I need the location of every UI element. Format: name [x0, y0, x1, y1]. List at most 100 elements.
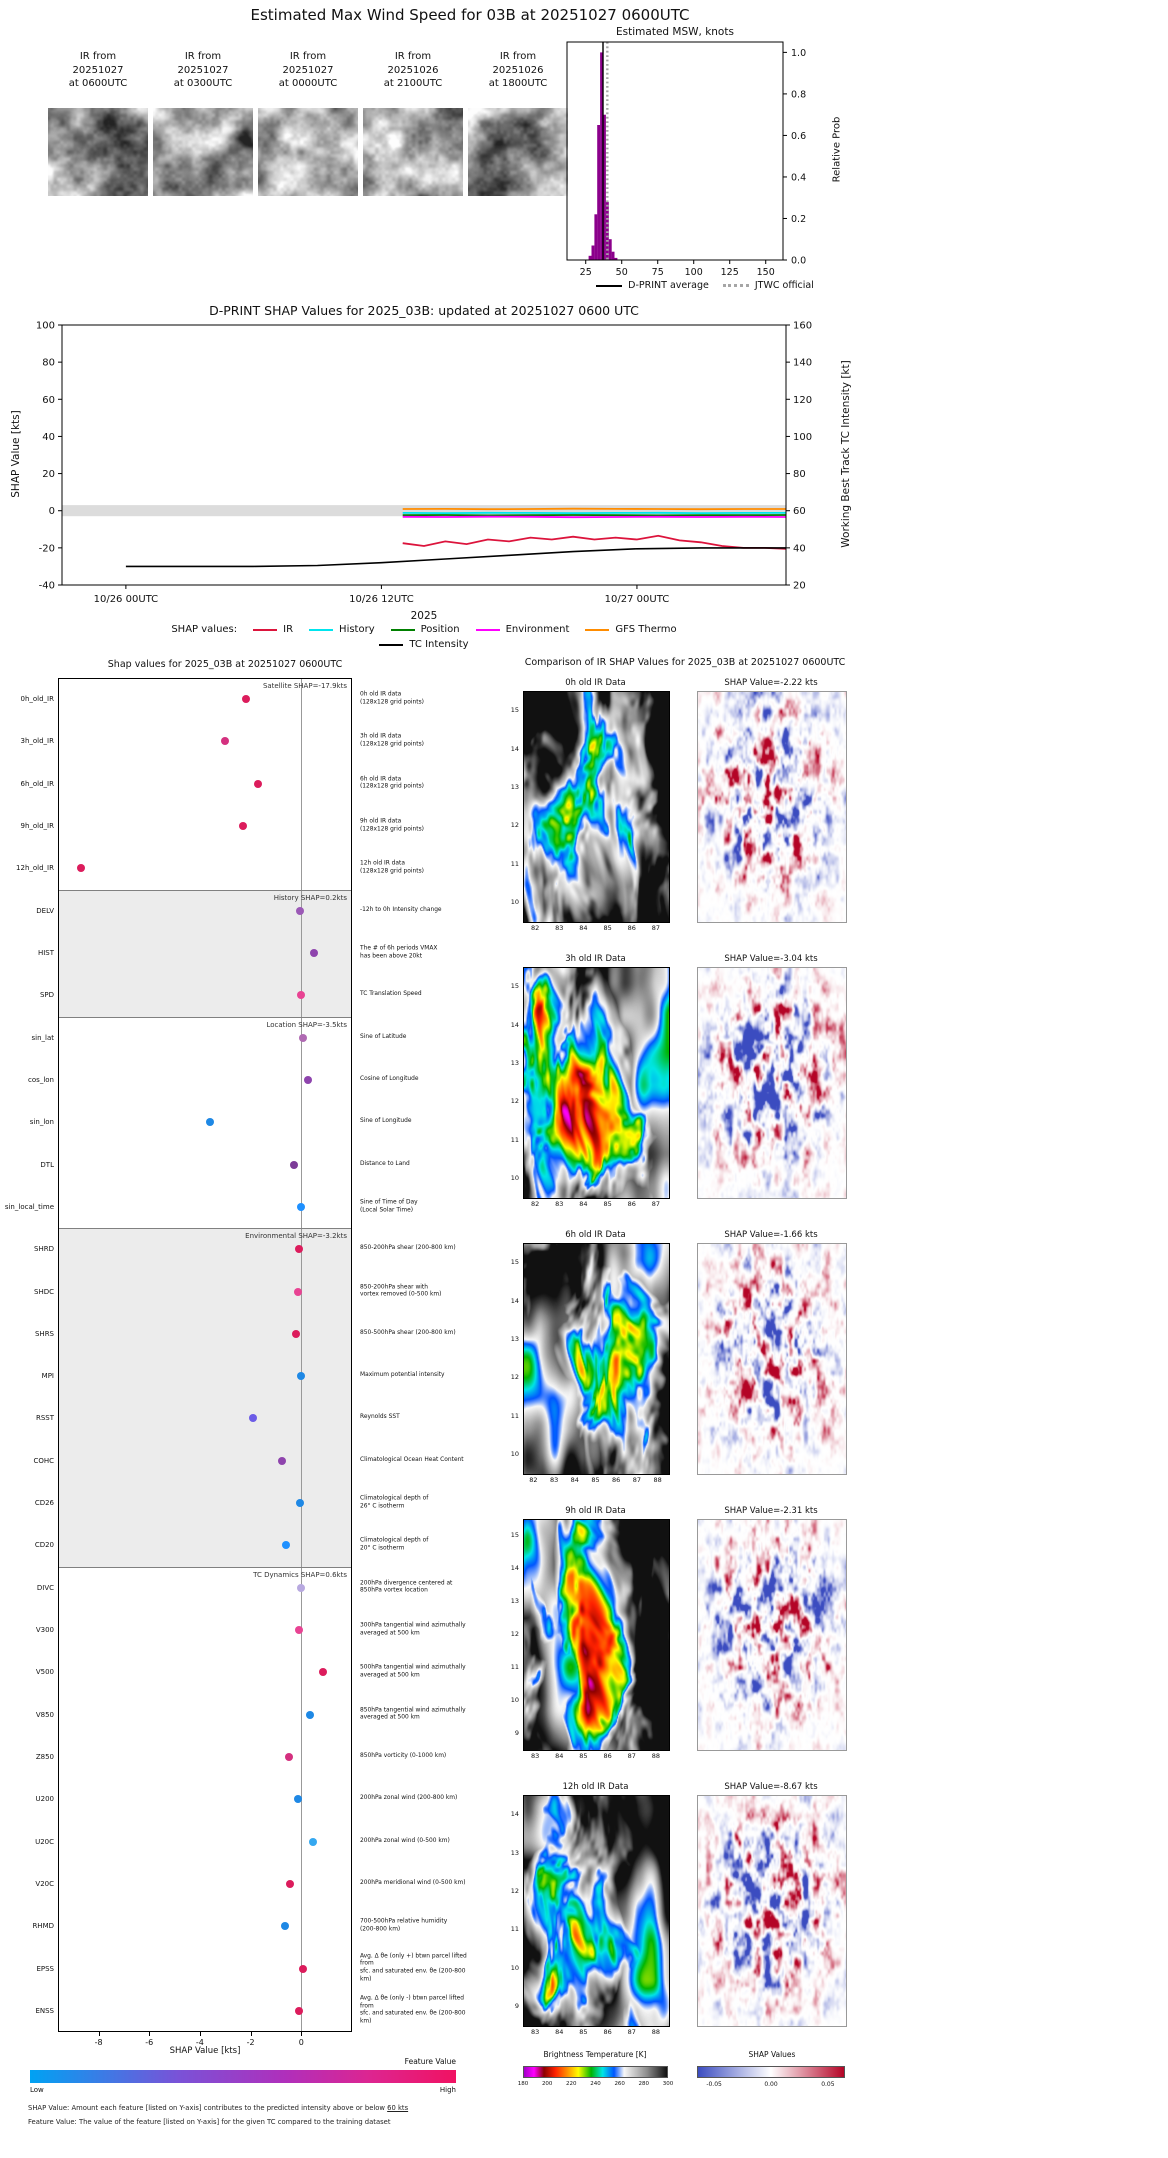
shap-dot [296, 906, 304, 915]
x-tick-label: 84 [555, 1752, 564, 1760]
feature-label: Z850 [35, 1752, 54, 1761]
zero-gridline [301, 678, 303, 2032]
y-tick-label: 15 [510, 1531, 519, 1540]
y-tick-label: 9 [514, 1728, 519, 1737]
shap-dot [241, 695, 250, 704]
feature-description: Sine of Longitude [360, 1118, 412, 1125]
shap-dot [249, 1414, 258, 1423]
shap-colorbar-tick-label: -0.05 [706, 2081, 722, 2088]
bt-colorbar-tick-label: 260 [614, 2081, 625, 2087]
feature-label: ENSS [35, 2006, 54, 2015]
legend-line-sample [722, 284, 749, 287]
zero-band [62, 505, 786, 517]
ir-thumbnail-image [153, 108, 253, 196]
ir-thumbnail-label: IR from 20251026 at 1800UTC [488, 51, 548, 89]
ir-thumbnail-label: IR from 20251027 at 0000UTC [278, 51, 338, 89]
x-tick-label: 0 [298, 2038, 304, 2047]
x-tick-label: 84 [555, 2028, 564, 2036]
x-tick-label: -6 [145, 2038, 154, 2047]
msw-histogram-chart: 25 50 75 100 125 150 0.0 0.2 0.4 0.6 0.8 1.0 [566, 41, 806, 278]
x-tick-label: 84 [579, 1200, 588, 1208]
ir-image-title: 0h old IR Data [565, 678, 626, 688]
legend-label: IR [283, 624, 294, 635]
shap-colorbar-tick-label: 0.05 [821, 2081, 835, 2088]
y-tick-label: 14 [510, 1296, 519, 1305]
feature-label: 9h_old_IR [20, 822, 55, 831]
series-environment [402, 515, 787, 519]
y-tick-label: 10 [510, 1963, 519, 1972]
y-tick-label-right: 140 [793, 358, 812, 369]
legend-row: SHAP values: IR History Position Environment… [62, 624, 786, 635]
feature-label: V20C [35, 1879, 54, 1888]
series-tc-intensity [125, 547, 786, 568]
x-tick-label: 100 [685, 267, 703, 278]
x-tick-label: -2 [246, 2038, 255, 2047]
shap-dot [294, 2006, 303, 2015]
y-tick-label-right: 60 [793, 506, 806, 517]
x-tick [98, 2032, 100, 2036]
x-tick-label: 84 [570, 1476, 579, 1484]
legend-item-gfs-thermo: GFS Thermo [585, 624, 677, 635]
histogram-bar [591, 245, 595, 260]
dotplot-title: Shap values for 2025_03B at 20251027 060… [107, 659, 343, 670]
y-tick-label: 0.2 [791, 214, 806, 225]
feature-description: Climatological depth of 26° C isotherm [360, 1495, 429, 1510]
legend-line-sample [390, 628, 415, 631]
x-tick-label: 125 [721, 267, 739, 278]
feature-label: COHC [33, 1456, 54, 1465]
legend-line-sample [596, 284, 623, 287]
shap-dot [292, 1329, 301, 1338]
feature-description: Climatological Ocean Heat Content [360, 1456, 464, 1463]
shap-colorbar-title: SHAP Values [748, 2050, 796, 2059]
x-tick-label: 10/26 00UTC [94, 594, 159, 605]
legend-line-sample [253, 628, 278, 631]
x-tick-label: -4 [195, 2038, 204, 2047]
shap-dot [303, 1075, 312, 1084]
x-tick-label: 88 [651, 1752, 661, 1760]
feature-label: HIST [37, 949, 54, 958]
legend-line-sample [379, 643, 404, 646]
shap-colorbar-tick-label: 0.00 [764, 2081, 778, 2088]
feature-description: Reynolds SST [360, 1414, 400, 1421]
feature-label: V300 [35, 1626, 54, 1635]
legend-item: JTWC official [722, 280, 814, 291]
colorbar-low-label: Low [30, 2086, 44, 2094]
feature-label: U20C [35, 1837, 54, 1846]
y-tick-label: 13 [510, 1848, 519, 1857]
y-tick-label: 11 [510, 1925, 519, 1934]
ir-image-title: 6h old IR Data [565, 1230, 626, 1240]
x-tick-label: 83 [530, 1752, 540, 1760]
y-tick-label-right: 100 [793, 432, 812, 443]
feature-description: The # of 6h periods VMAX has been above … [360, 945, 438, 960]
x-tick-label: 82 [529, 1476, 538, 1484]
histogram-bar [588, 255, 592, 260]
shap-value-image [697, 1795, 847, 2027]
ir-thumbnail-label: IR from 20251027 at 0600UTC [68, 51, 128, 89]
shap-dot [298, 1033, 307, 1042]
bt-colorbar [523, 2066, 668, 2078]
legend-title: SHAP values: [171, 624, 238, 635]
shap-value-image [697, 1243, 847, 1475]
ir-image-title: 12h old IR Data [562, 1782, 629, 1792]
series-ir [402, 534, 787, 550]
legend-line-sample [309, 628, 334, 631]
feature-value-colorbar-title: Feature Value [404, 2057, 456, 2066]
shap-dot [221, 737, 230, 746]
bt-colorbar-tick-label: 240 [590, 2081, 601, 2087]
y-tick-label: 11 [510, 1662, 519, 1671]
x-tick-label: 85 [591, 1476, 600, 1484]
shap-dot [280, 1922, 289, 1931]
legend-item-position: Position [390, 624, 460, 635]
legend-label: D-PRINT average [628, 280, 709, 291]
timeseries-legend: SHAP values: IR History Position Environment… [62, 624, 786, 650]
legend-line-sample [585, 628, 610, 631]
y-tick-label: 10 [510, 1695, 519, 1704]
x-tick [250, 2032, 252, 2036]
shap-dot [310, 949, 318, 958]
feature-description: Maximum potential intensity [360, 1372, 445, 1379]
feature-label: 0h_old_IR [20, 695, 55, 704]
group-header: TC Dynamics SHAP=0.6kts [253, 1570, 347, 1579]
y-tick-label: 0.8 [791, 89, 806, 100]
y-tick-label-left: 0 [49, 506, 55, 517]
feature-label: MPI [41, 1372, 54, 1381]
